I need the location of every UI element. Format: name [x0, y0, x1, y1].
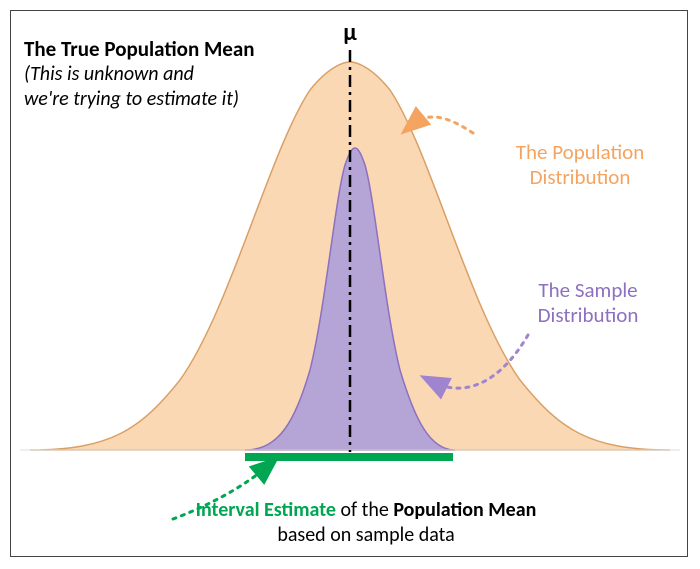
interval-caption-green: Interval Estimate: [196, 498, 336, 522]
title-block: The True Population Mean (This is unknow…: [24, 36, 255, 112]
population-callout-line1: The Population: [490, 140, 670, 165]
sample-callout-line2: Distribution: [508, 303, 668, 328]
title-line1: The True Population Mean: [24, 36, 255, 62]
interval-bar: [245, 453, 453, 461]
sample-callout: The Sample Distribution: [508, 278, 668, 328]
interval-caption-line2: based on sample data: [176, 523, 556, 548]
interval-caption-bold: Population Mean: [393, 498, 536, 522]
diagram-frame: μ The True Population Mean (This is unkn…: [0, 0, 700, 569]
title-line3: we're trying to estimate it): [24, 87, 255, 112]
mu-label: μ: [336, 18, 364, 48]
population-callout: The Population Distribution: [490, 140, 670, 190]
population-callout-line2: Distribution: [490, 165, 670, 190]
sample-callout-line1: The Sample: [508, 278, 668, 303]
interval-caption: Interval Estimate of the Population Mean…: [176, 498, 556, 548]
title-line2: (This is unknown and: [24, 62, 255, 87]
interval-caption-line1: Interval Estimate of the Population Mean: [176, 498, 556, 523]
population-arrow: [412, 117, 473, 133]
interval-caption-mid: of the: [336, 498, 393, 522]
